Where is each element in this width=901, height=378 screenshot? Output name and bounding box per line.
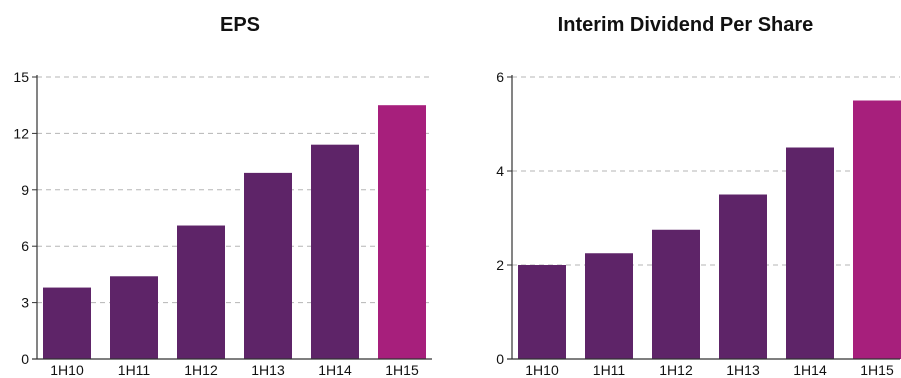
x-tick-label: 1H12 [659, 362, 693, 378]
y-tick-label: 4 [496, 163, 504, 179]
y-tick-label: 2 [496, 257, 504, 273]
bar-1h14 [311, 144, 359, 359]
x-tick-label: 1H11 [593, 362, 626, 378]
x-tick-label: 1H14 [793, 362, 827, 378]
y-tick-label: 3 [21, 295, 29, 311]
chart-title: EPS [219, 14, 261, 36]
eps-chart: EPS 0 3 6 9 12 15 1H10 1H11 1H12 1H13 1H14 1H15 [0, 0, 450, 378]
bar-1h13 [244, 172, 292, 359]
y-tick-label: 12 [13, 125, 29, 141]
bar-1h11 [110, 276, 158, 359]
dividend-chart-plot: 0 2 4 6 1H10 1H11 1H12 1H13 1H14 1H15 [496, 69, 901, 378]
bar-1h10 [43, 287, 91, 359]
y-tick-label: 9 [21, 182, 29, 198]
y-tick-label: 0 [496, 351, 504, 367]
y-tick-label: 0 [21, 351, 29, 367]
dividend-chart: Interim Dividend Per Share 0 2 4 6 1H10 1H11 1… [450, 0, 901, 378]
x-tick-label: 1H10 [50, 362, 84, 378]
x-tick-label: 1H13 [726, 362, 760, 378]
bar-1h14 [786, 147, 834, 359]
bar-1h15 [378, 105, 426, 359]
bar-1h12 [652, 229, 700, 359]
x-tick-label: 1H12 [184, 362, 218, 378]
x-tick-label: 1H11 [118, 362, 151, 378]
eps-chart-plot: 0 3 6 9 12 15 1H10 1H11 1H12 1H13 1H14 1H15 [13, 69, 432, 378]
bar-1h13 [719, 194, 767, 359]
x-tick-label: 1H15 [860, 362, 894, 378]
bar-1h11 [585, 253, 633, 359]
x-tick-label: 1H13 [251, 362, 285, 378]
y-tick-label: 6 [496, 69, 504, 85]
bar-1h10 [518, 265, 566, 359]
x-tick-label: 1H14 [318, 362, 352, 378]
x-tick-label: 1H15 [385, 362, 419, 378]
bar-1h12 [177, 225, 225, 359]
y-tick-label: 6 [21, 238, 29, 254]
bar-1h15 [853, 100, 901, 359]
x-tick-label: 1H10 [525, 362, 559, 378]
chart-title: Interim Dividend Per Share [557, 14, 814, 36]
y-tick-label: 15 [13, 69, 29, 85]
